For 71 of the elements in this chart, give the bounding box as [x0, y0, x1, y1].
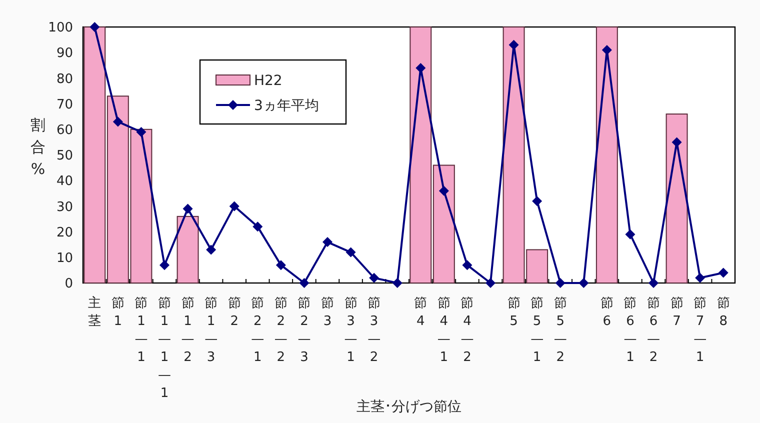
- x-tick-label: 節1—3: [204, 296, 218, 365]
- legend-label: 3ヵ年平均: [254, 98, 319, 114]
- point: [462, 260, 472, 270]
- point: [438, 186, 449, 196]
- point: [206, 244, 216, 255]
- x-tick-label: 節2—3: [298, 296, 311, 365]
- x-axis-title: 主茎･分げつ節位: [356, 399, 462, 415]
- y-axis-title: 割合%: [30, 116, 46, 178]
- point: [299, 278, 310, 288]
- x-tick-label: 節6—1: [624, 296, 637, 365]
- y-tick-label: 10: [56, 250, 73, 266]
- y-tick-label: 40: [56, 174, 73, 190]
- x-tick-label: 節3—1: [344, 296, 358, 365]
- bar: [596, 26, 618, 284]
- x-tick-label: 節5: [507, 296, 520, 329]
- point: [112, 116, 123, 127]
- point: [648, 278, 658, 288]
- point: [508, 40, 519, 50]
- point: [322, 237, 332, 248]
- x-tick-label: 節7: [670, 296, 684, 329]
- point: [486, 278, 496, 288]
- point: [555, 278, 566, 288]
- x-tick-label: 節1—1: [134, 296, 148, 365]
- x-tick-label: 節3: [321, 296, 334, 329]
- x-tick-label: 節4—1: [437, 296, 450, 365]
- point: [625, 229, 636, 240]
- point: [369, 272, 380, 283]
- point: [416, 62, 426, 73]
- point: [160, 260, 170, 270]
- point: [276, 260, 286, 270]
- y-tick-label: 90: [56, 46, 73, 62]
- point: [90, 22, 100, 32]
- point: [346, 247, 356, 258]
- y-tick-label: 0: [64, 276, 73, 292]
- point: [695, 272, 706, 283]
- point: [602, 45, 612, 56]
- legend-label: H22: [254, 72, 282, 89]
- x-tick-label: 節1—2: [181, 296, 194, 365]
- x-tick-label: 節6—2: [647, 296, 660, 365]
- bar: [666, 114, 688, 284]
- y-tick-label: 70: [56, 97, 73, 112]
- point: [229, 201, 240, 212]
- x-tick-label: 節5—2: [554, 296, 567, 365]
- x-tick-label: 節4—2: [460, 296, 474, 365]
- point: [718, 268, 728, 278]
- y-tick-label: 80: [56, 72, 73, 87]
- x-tick-label: 節4: [414, 296, 428, 329]
- bar: [176, 216, 199, 284]
- y-tick-label: 30: [56, 200, 73, 215]
- x-tick-label: 節7—1: [694, 296, 707, 365]
- y-tick-label: 20: [56, 225, 73, 240]
- x-tick-label: 節8: [716, 296, 730, 329]
- x-tick-label: 節5—1: [530, 296, 544, 365]
- x-tick-label: 節1—1—1: [158, 296, 171, 401]
- point: [672, 137, 682, 148]
- x-tick-label: 節2—2: [274, 296, 288, 365]
- x-tick-label: 節6: [600, 296, 614, 329]
- x-tick-label: 主茎: [88, 295, 102, 329]
- point: [392, 278, 402, 288]
- y-tick-label: 60: [56, 122, 73, 138]
- point: [578, 278, 589, 288]
- point: [182, 204, 193, 214]
- point: [136, 126, 146, 137]
- x-tick-label: 節2—1: [251, 296, 264, 365]
- y-tick-label: 100: [48, 20, 73, 36]
- x-tick-label: 節1: [111, 296, 124, 329]
- x-tick-label: 節3—2: [368, 296, 381, 365]
- x-tick-label: 節2: [228, 296, 241, 329]
- y-tick-label: 50: [56, 148, 73, 164]
- point: [532, 196, 542, 206]
- point: [252, 222, 263, 232]
